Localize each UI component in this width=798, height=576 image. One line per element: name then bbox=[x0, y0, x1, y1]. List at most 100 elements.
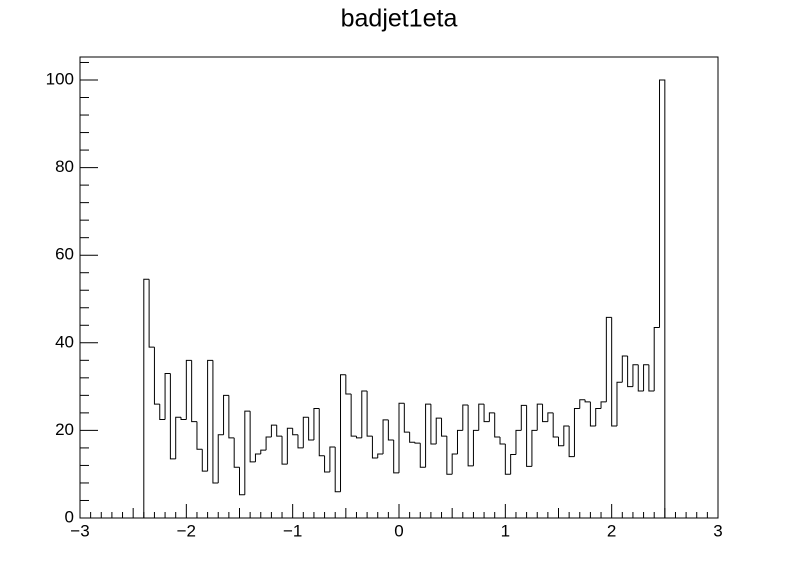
histogram-bin bbox=[355, 436, 362, 439]
histogram-bin bbox=[446, 436, 453, 475]
histogram-bin bbox=[265, 436, 272, 451]
histogram-bin bbox=[281, 436, 288, 465]
histogram-bin bbox=[542, 404, 548, 423]
histogram-bin bbox=[456, 429, 463, 455]
histogram-bin bbox=[441, 418, 447, 437]
histogram-bin bbox=[276, 425, 283, 437]
histogram-bin bbox=[254, 453, 261, 462]
histogram-bin bbox=[483, 404, 490, 423]
x-tick-label: 3 bbox=[713, 521, 722, 540]
histogram-bin bbox=[515, 429, 522, 455]
histogram-bin bbox=[419, 443, 426, 468]
histogram-bin bbox=[536, 403, 543, 431]
histogram-bin bbox=[595, 407, 602, 427]
y-tick-label: 60 bbox=[55, 245, 74, 264]
histogram-bin bbox=[148, 279, 155, 348]
histogram-bin bbox=[313, 407, 320, 441]
histogram-bin bbox=[159, 404, 166, 420]
histogram-bin bbox=[589, 401, 596, 427]
x-tick-label: 1 bbox=[501, 521, 510, 540]
x-tick-label: −2 bbox=[177, 521, 196, 540]
histogram-bin bbox=[308, 417, 314, 441]
histogram-bin bbox=[244, 410, 251, 495]
histogram-bin bbox=[340, 374, 346, 492]
histogram-bin bbox=[334, 447, 341, 493]
histogram-bin bbox=[425, 403, 431, 468]
histogram-bin bbox=[435, 417, 442, 444]
histogram-bin bbox=[621, 355, 628, 383]
x-tick-label: 0 bbox=[394, 521, 403, 540]
histogram-bin bbox=[164, 372, 171, 420]
histogram-bin bbox=[292, 428, 298, 436]
histogram-bin bbox=[387, 419, 394, 441]
histogram-bin bbox=[260, 449, 267, 455]
y-tick-label: 40 bbox=[55, 332, 74, 351]
histogram-bin bbox=[350, 394, 357, 437]
x-tick-label: −3 bbox=[70, 521, 89, 540]
histogram-bin bbox=[616, 381, 623, 427]
y-tick-label: 0 bbox=[65, 507, 74, 526]
histogram-bin bbox=[297, 434, 304, 449]
y-tick-label: 100 bbox=[46, 69, 74, 88]
histogram-bin bbox=[239, 467, 245, 496]
histogram-bin bbox=[648, 364, 655, 392]
histogram-bin bbox=[478, 403, 485, 431]
histogram-bin bbox=[329, 446, 336, 473]
histogram-bin bbox=[393, 440, 399, 474]
histogram-bin bbox=[526, 405, 532, 467]
histogram-bin bbox=[191, 360, 197, 423]
histogram-bin bbox=[504, 443, 511, 475]
histogram-bin bbox=[318, 408, 325, 457]
histogram-bin bbox=[467, 404, 474, 467]
histogram-bin bbox=[409, 432, 415, 443]
histogram-bin bbox=[143, 278, 150, 518]
histogram-bin bbox=[472, 429, 479, 466]
histogram-bin bbox=[185, 359, 192, 420]
histogram-bin bbox=[430, 404, 437, 445]
histogram-bin bbox=[345, 374, 352, 395]
histogram-bin bbox=[653, 326, 660, 391]
histogram-bin bbox=[169, 373, 176, 460]
histogram-bin bbox=[558, 436, 564, 447]
histogram-bin bbox=[451, 453, 458, 475]
histogram-bin bbox=[217, 434, 224, 483]
histogram-bin bbox=[223, 394, 229, 435]
histogram-bin bbox=[249, 411, 256, 463]
histogram-bin bbox=[584, 399, 591, 403]
histogram-bin bbox=[366, 390, 373, 437]
histogram-bin bbox=[377, 453, 384, 458]
histogram-bin bbox=[207, 359, 213, 472]
histogram-bin bbox=[212, 360, 219, 484]
histogram-bin bbox=[228, 395, 235, 439]
histogram-bin bbox=[659, 79, 666, 518]
histogram-bin bbox=[175, 416, 182, 459]
histogram-bin bbox=[510, 453, 516, 475]
histogram-bin bbox=[531, 429, 538, 467]
histogram-bin bbox=[398, 402, 405, 473]
histogram-bin bbox=[196, 421, 203, 450]
histogram-bin bbox=[499, 436, 506, 445]
histogram-bin bbox=[573, 407, 580, 457]
histogram-bin bbox=[600, 401, 607, 409]
histogram-bin bbox=[286, 427, 293, 465]
histogram-bin bbox=[637, 364, 644, 392]
histogram-bin bbox=[270, 424, 277, 437]
histogram-bin bbox=[605, 316, 612, 402]
histogram-bin bbox=[180, 417, 187, 420]
histogram-bin bbox=[611, 317, 617, 427]
histogram-bin bbox=[324, 455, 330, 473]
histogram-bin bbox=[414, 442, 421, 444]
histogram-bin bbox=[382, 419, 389, 455]
y-tick-label: 20 bbox=[55, 420, 74, 439]
y-tick-label: 80 bbox=[55, 157, 74, 176]
histogram-bin bbox=[547, 412, 554, 422]
histogram-bin bbox=[579, 399, 586, 409]
histogram-bin bbox=[627, 355, 633, 388]
histogram-bin bbox=[643, 364, 649, 391]
histogram-bin bbox=[462, 404, 469, 431]
histogram-bin bbox=[552, 412, 559, 438]
histogram-bin bbox=[488, 412, 495, 422]
histogram-bin bbox=[494, 412, 501, 438]
